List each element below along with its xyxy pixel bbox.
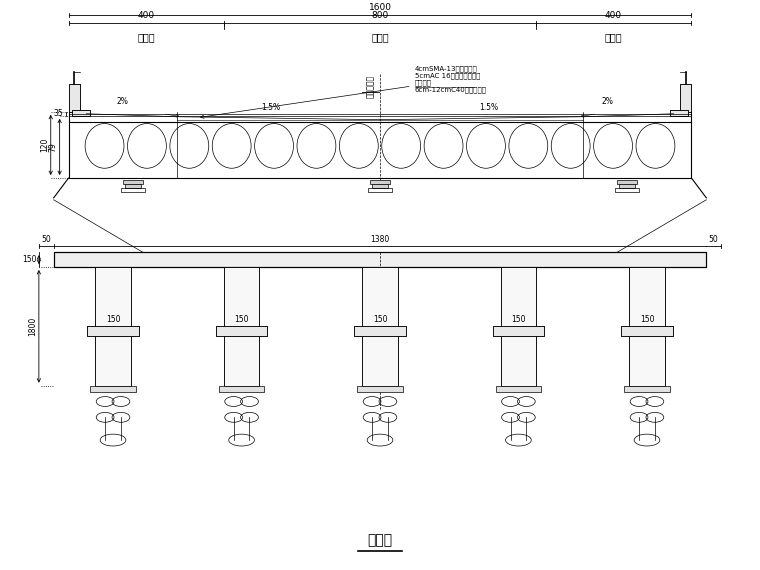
- Text: 2%: 2%: [117, 97, 129, 106]
- Bar: [368, 188, 392, 192]
- Text: 150: 150: [640, 315, 654, 324]
- Bar: [501, 267, 537, 386]
- Text: 150: 150: [234, 315, 249, 324]
- Bar: [68, 84, 81, 112]
- Bar: [87, 327, 139, 336]
- Text: 150: 150: [106, 315, 120, 324]
- Bar: [617, 180, 637, 184]
- Bar: [123, 180, 143, 184]
- Bar: [68, 84, 81, 112]
- Text: 防水涂层: 防水涂层: [415, 79, 432, 86]
- Bar: [616, 188, 639, 192]
- Bar: [216, 327, 268, 336]
- Bar: [624, 386, 670, 392]
- Text: 150: 150: [372, 315, 388, 324]
- Text: 400: 400: [138, 11, 155, 20]
- Text: 50: 50: [709, 235, 719, 245]
- Bar: [90, 386, 136, 392]
- Bar: [621, 327, 673, 336]
- Bar: [354, 327, 406, 336]
- Bar: [372, 184, 388, 188]
- Text: 1.5%: 1.5%: [480, 103, 499, 112]
- Bar: [95, 267, 131, 386]
- Text: 150: 150: [22, 255, 37, 264]
- Text: 1.5%: 1.5%: [261, 103, 280, 112]
- Text: 35: 35: [54, 109, 64, 118]
- Text: 1600: 1600: [369, 3, 391, 12]
- Bar: [629, 267, 665, 386]
- Bar: [87, 327, 139, 336]
- Bar: [363, 267, 397, 386]
- Text: 2%: 2%: [601, 97, 613, 106]
- Text: 150: 150: [511, 315, 526, 324]
- Bar: [370, 180, 390, 184]
- Text: 4cmSMA-13沥青玛蹄脂: 4cmSMA-13沥青玛蹄脂: [415, 66, 477, 72]
- Text: 道路中心线: 道路中心线: [366, 75, 375, 97]
- Text: 断面图: 断面图: [367, 533, 393, 547]
- Text: 6cm-12cmC40防水混凝土: 6cm-12cmC40防水混凝土: [415, 87, 486, 93]
- Bar: [354, 327, 406, 336]
- Text: 400: 400: [605, 11, 622, 20]
- Bar: [621, 327, 673, 336]
- Bar: [363, 267, 397, 386]
- Text: 人行道: 人行道: [605, 32, 622, 42]
- Bar: [95, 267, 131, 386]
- Text: 120: 120: [40, 138, 49, 152]
- Bar: [670, 110, 688, 116]
- Text: 1800: 1800: [28, 317, 37, 336]
- Bar: [54, 252, 706, 267]
- Bar: [501, 267, 537, 386]
- Bar: [223, 267, 259, 386]
- Text: 50: 50: [41, 235, 51, 245]
- Bar: [496, 386, 541, 392]
- Bar: [121, 188, 144, 192]
- Bar: [216, 327, 268, 336]
- Bar: [125, 184, 141, 188]
- Bar: [679, 84, 692, 112]
- Bar: [619, 184, 635, 188]
- Text: 800: 800: [372, 11, 388, 20]
- Bar: [72, 110, 90, 116]
- Bar: [492, 327, 544, 336]
- Text: 1380: 1380: [370, 235, 390, 245]
- Bar: [54, 252, 706, 267]
- Text: 5cmAC 16改性沥青混凝土: 5cmAC 16改性沥青混凝土: [415, 72, 480, 79]
- Bar: [357, 386, 403, 392]
- Text: 车行道: 车行道: [371, 32, 389, 42]
- Text: 79: 79: [49, 142, 58, 152]
- Bar: [670, 110, 688, 116]
- Bar: [219, 386, 264, 392]
- Bar: [223, 267, 259, 386]
- Bar: [492, 327, 544, 336]
- Bar: [679, 84, 692, 112]
- Text: 人行道: 人行道: [138, 32, 155, 42]
- Bar: [629, 267, 665, 386]
- Bar: [72, 110, 90, 116]
